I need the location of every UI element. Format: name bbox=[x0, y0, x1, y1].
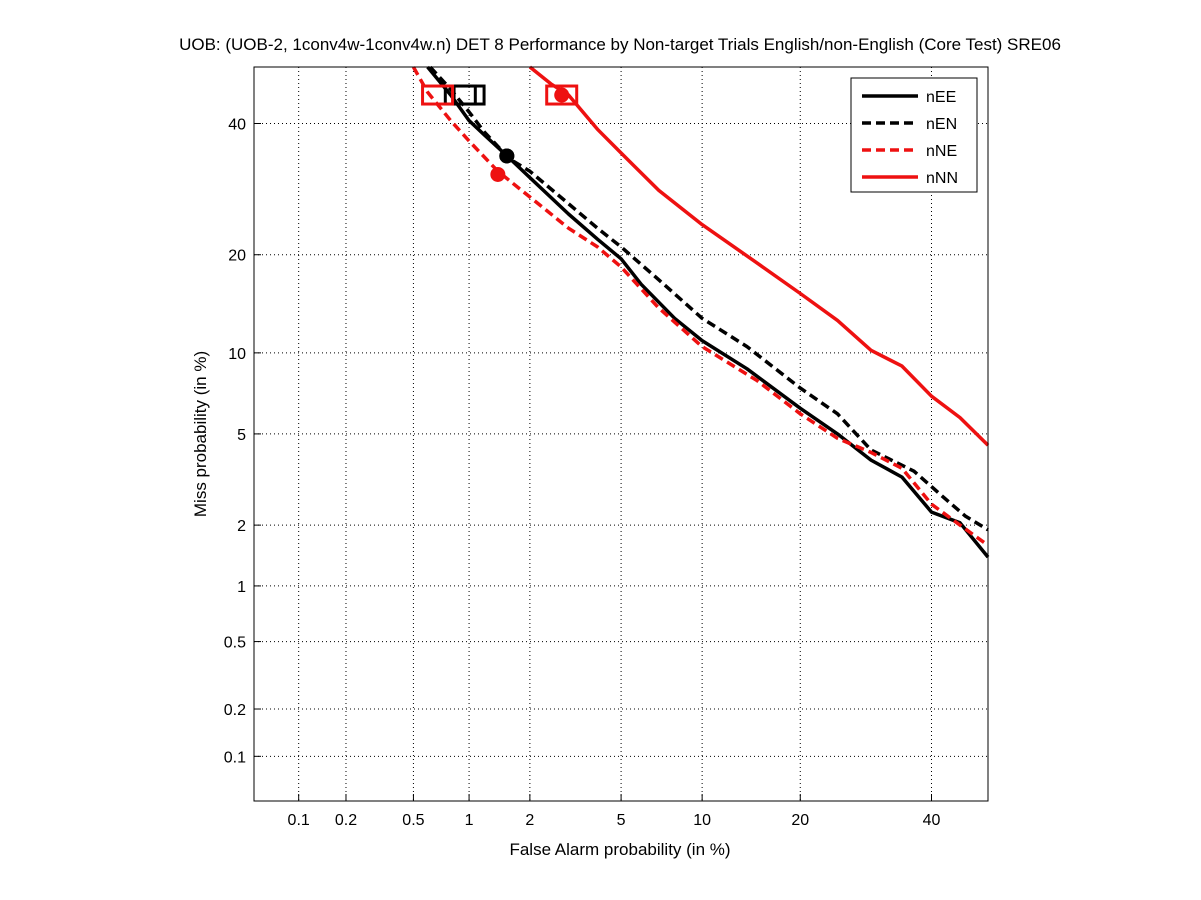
min-dcf-point-nEN bbox=[499, 148, 515, 164]
x-tick-label-40: 40 bbox=[923, 812, 941, 829]
x-axis-label: False Alarm probability (in %) bbox=[509, 840, 730, 859]
min-dcf-point-nNN bbox=[554, 87, 570, 103]
series-line-nEN bbox=[428, 65, 989, 532]
x-tick-label-1: 1 bbox=[465, 812, 474, 829]
act-dcf-box-nNN bbox=[545, 84, 579, 106]
y-tick-label-40: 40 bbox=[228, 117, 246, 134]
markers-layer bbox=[421, 84, 579, 182]
min-dcf-point-nNE bbox=[490, 166, 506, 182]
legend-label-nEE: nEE bbox=[926, 89, 956, 106]
x-tick-label-10: 10 bbox=[693, 812, 711, 829]
act-dcf-box-nNE bbox=[421, 84, 455, 106]
chart-title: UOB: (UOB-2, 1conv4w-1conv4w.n) DET 8 Pe… bbox=[179, 35, 1061, 54]
x-tick-label-20: 20 bbox=[791, 812, 809, 829]
y-axis-ticks: 0.1 0.2 0.5 1 2 5 10 20 40 bbox=[224, 117, 261, 766]
legend-label-nEN: nEN bbox=[926, 116, 957, 133]
x-tick-label-0-5: 0.5 bbox=[402, 812, 424, 829]
series-layer bbox=[411, 65, 990, 559]
x-tick-label-2: 2 bbox=[525, 812, 534, 829]
y-tick-label-1: 1 bbox=[237, 579, 246, 596]
x-tick-label-5: 5 bbox=[617, 812, 626, 829]
y-tick-label-0-2: 0.2 bbox=[224, 702, 246, 719]
x-axis-ticks: 0.1 0.2 0.5 1 2 5 10 20 40 bbox=[288, 794, 941, 829]
legend-label-nNN: nNN bbox=[926, 170, 958, 187]
y-tick-label-20: 20 bbox=[228, 248, 246, 265]
legend: nEE nEN nNE nNN bbox=[850, 77, 978, 193]
x-tick-label-0-2: 0.2 bbox=[335, 812, 357, 829]
y-tick-label-10: 10 bbox=[228, 346, 246, 363]
y-tick-label-5: 5 bbox=[237, 427, 246, 444]
y-tick-label-0-5: 0.5 bbox=[224, 635, 246, 652]
y-tick-label-2: 2 bbox=[237, 518, 246, 535]
act-dcf-box-nEN bbox=[452, 84, 486, 106]
legend-label-nNE: nNE bbox=[926, 143, 957, 160]
x-tick-label-0-1: 0.1 bbox=[288, 812, 310, 829]
y-tick-label-0-1: 0.1 bbox=[224, 749, 246, 766]
y-axis-label: Miss probability (in %) bbox=[191, 351, 210, 517]
series-line-nNN bbox=[528, 65, 990, 447]
